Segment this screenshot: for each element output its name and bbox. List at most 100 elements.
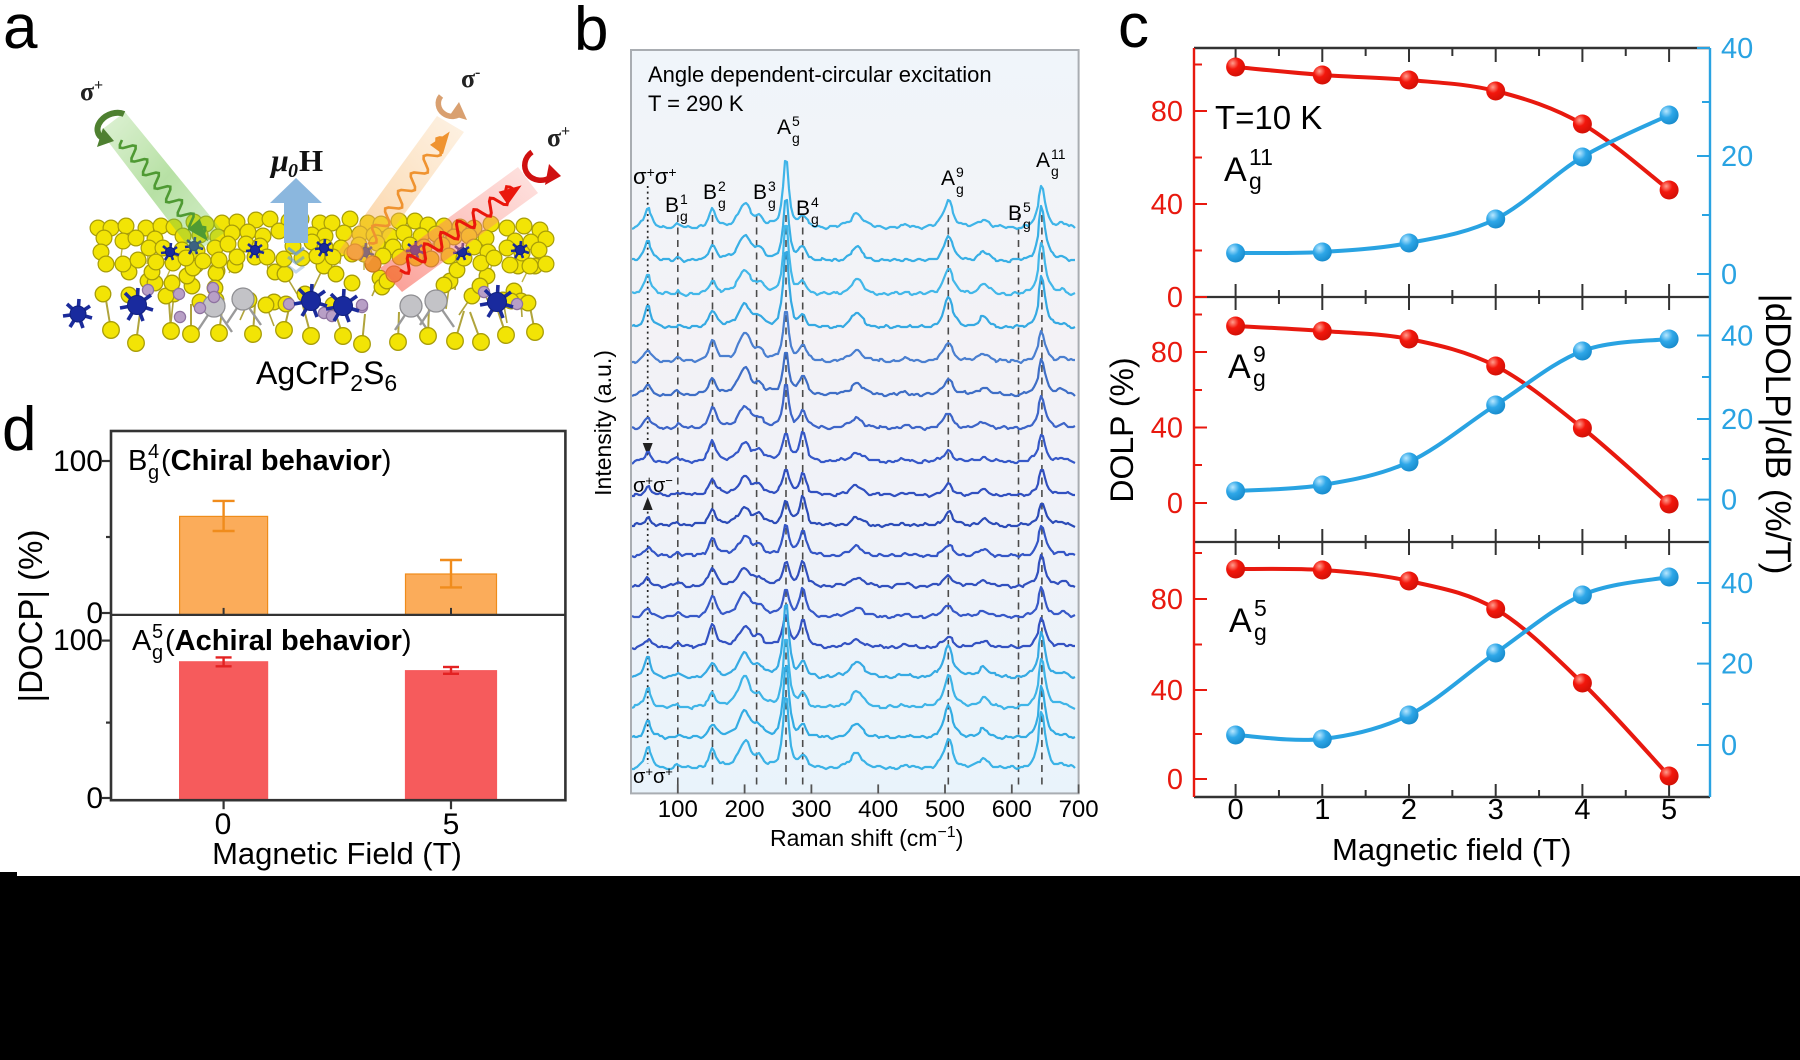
svg-text:σ: σ	[80, 77, 94, 106]
svg-text:μ: μ	[269, 142, 289, 178]
svg-text:4: 4	[811, 194, 819, 210]
svg-text:0: 0	[1721, 485, 1737, 517]
svg-text:0: 0	[1167, 488, 1183, 520]
svg-text:d: d	[2, 395, 36, 464]
svg-text:200: 200	[725, 796, 765, 823]
svg-text:5: 5	[1254, 595, 1267, 621]
svg-text:g: g	[1253, 365, 1266, 391]
svg-text:80: 80	[1151, 337, 1183, 369]
svg-text:B: B	[128, 445, 147, 477]
svg-text:4: 4	[148, 441, 159, 463]
svg-text:0: 0	[86, 782, 103, 815]
svg-text:20: 20	[1721, 649, 1753, 681]
svg-text:1: 1	[680, 191, 688, 207]
svg-text:9: 9	[956, 164, 964, 180]
svg-text:100: 100	[658, 796, 698, 823]
svg-text:g: g	[718, 195, 726, 211]
svg-text:80: 80	[1151, 584, 1183, 616]
svg-text:5: 5	[152, 621, 163, 643]
svg-text:A: A	[1228, 348, 1251, 386]
svg-text:A: A	[1229, 602, 1252, 640]
svg-text:Angle dependent-circular excit: Angle dependent-circular excitation	[648, 62, 992, 87]
svg-text:B: B	[796, 197, 810, 220]
svg-text:3: 3	[1488, 794, 1504, 826]
svg-text:600: 600	[992, 796, 1032, 823]
svg-text:5: 5	[443, 808, 460, 841]
svg-text:A: A	[132, 625, 152, 657]
svg-text:0: 0	[1167, 764, 1183, 796]
svg-text:40: 40	[1721, 321, 1753, 353]
svg-text:1: 1	[1314, 794, 1330, 826]
svg-text:g: g	[152, 642, 163, 664]
svg-text:0: 0	[86, 597, 103, 630]
svg-text:2: 2	[718, 178, 726, 194]
svg-text:0: 0	[1167, 282, 1183, 314]
svg-text:400: 400	[858, 796, 898, 823]
svg-text:c: c	[1118, 0, 1149, 61]
svg-text:AgCrP2S6: AgCrP2S6	[256, 355, 397, 396]
svg-text:Magnetic field (T): Magnetic field (T)	[1332, 832, 1571, 867]
svg-text:σ: σ	[461, 64, 475, 93]
svg-text:3: 3	[768, 178, 776, 194]
svg-text:9: 9	[1253, 341, 1266, 367]
svg-text:Raman shift (cm−1): Raman shift (cm−1)	[770, 824, 963, 851]
svg-text:11: 11	[1051, 146, 1066, 162]
svg-text:g: g	[1051, 163, 1059, 179]
svg-text:40: 40	[1151, 675, 1183, 707]
svg-text:A: A	[1224, 151, 1247, 189]
svg-text:-: -	[475, 64, 480, 81]
svg-text:0: 0	[288, 160, 298, 182]
svg-text:a: a	[3, 0, 38, 62]
svg-text:0: 0	[1721, 259, 1737, 291]
svg-text:+: +	[561, 123, 570, 140]
svg-text:40: 40	[1721, 33, 1753, 65]
svg-text:g: g	[792, 130, 800, 146]
svg-text:5: 5	[792, 113, 800, 129]
svg-text:B: B	[753, 181, 767, 204]
svg-text:5: 5	[1023, 199, 1031, 215]
svg-text:T=10 K: T=10 K	[1215, 99, 1322, 136]
svg-text:T = 290 K: T = 290 K	[648, 91, 744, 116]
svg-text:0: 0	[215, 808, 232, 841]
svg-text:5: 5	[1661, 794, 1677, 826]
svg-text:A: A	[1036, 149, 1050, 172]
svg-text:b: b	[574, 0, 608, 64]
svg-text:A: A	[777, 116, 791, 139]
svg-text:500: 500	[925, 796, 965, 823]
svg-text:(Chiral behavior): (Chiral behavior)	[161, 445, 391, 477]
svg-text:4: 4	[1574, 794, 1590, 826]
svg-text:g: g	[811, 211, 819, 227]
svg-text:2: 2	[1401, 794, 1417, 826]
svg-text:|DOCP| (%): |DOCP| (%)	[12, 530, 49, 703]
svg-text:20: 20	[1721, 141, 1753, 173]
svg-text:σ: σ	[547, 123, 561, 152]
svg-text:20: 20	[1721, 404, 1753, 436]
svg-text:Magnetic Field (T): Magnetic Field (T)	[212, 836, 462, 871]
svg-text:DOLP (%): DOLP (%)	[1104, 357, 1140, 502]
svg-text:g: g	[680, 208, 688, 224]
svg-text:g: g	[1254, 619, 1267, 645]
svg-text:|dDOLP|/dB (%/T): |dDOLP|/dB (%/T)	[1758, 294, 1797, 575]
svg-text:300: 300	[791, 796, 831, 823]
svg-text:g: g	[956, 181, 964, 197]
svg-text:0: 0	[1721, 730, 1737, 762]
svg-text:g: g	[148, 462, 159, 484]
svg-text:B: B	[665, 194, 679, 217]
svg-text:100: 100	[53, 624, 103, 657]
svg-text:Intensity (a.u.): Intensity (a.u.)	[590, 350, 616, 496]
svg-text:80: 80	[1151, 96, 1183, 128]
svg-text:B: B	[1008, 202, 1022, 225]
svg-text:(Achiral behavior): (Achiral behavior)	[165, 625, 412, 657]
svg-text:H: H	[299, 143, 323, 178]
svg-text:+: +	[94, 77, 103, 94]
svg-text:g: g	[1249, 168, 1262, 194]
svg-text:σ+σ+: σ+σ+	[633, 164, 677, 189]
svg-text:40: 40	[1151, 189, 1183, 221]
svg-text:A: A	[941, 167, 955, 190]
svg-text:11: 11	[1249, 144, 1273, 170]
svg-text:0: 0	[1228, 794, 1244, 826]
svg-text:40: 40	[1151, 413, 1183, 445]
svg-text:100: 100	[53, 445, 103, 478]
svg-text:g: g	[1023, 216, 1031, 232]
svg-text:B: B	[703, 181, 717, 204]
